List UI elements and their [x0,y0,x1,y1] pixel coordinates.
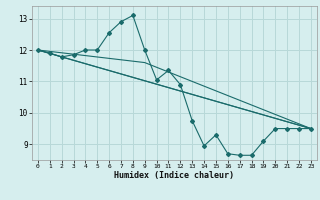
X-axis label: Humidex (Indice chaleur): Humidex (Indice chaleur) [115,171,234,180]
